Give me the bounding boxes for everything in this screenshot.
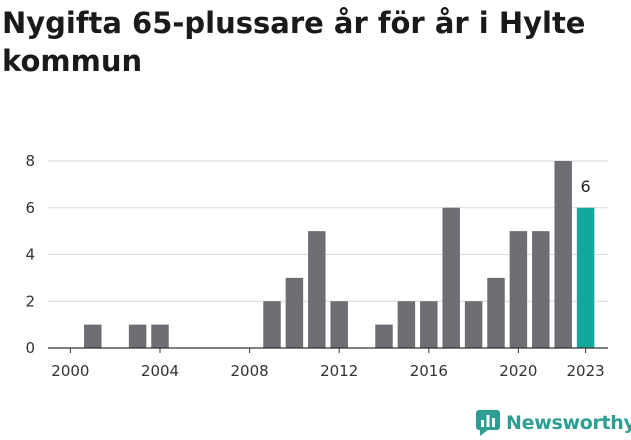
x-tick-label: 2004	[141, 362, 179, 380]
bar-2004	[151, 324, 169, 348]
brand-name: Newsworthy	[506, 412, 631, 434]
x-tick-label: 2000	[51, 362, 89, 380]
y-tick-label: 2	[25, 292, 35, 310]
x-tick-label: 2016	[410, 362, 448, 380]
bar-2001	[84, 324, 102, 348]
y-tick-label: 6	[25, 199, 35, 217]
bar-2012	[330, 301, 348, 348]
bar-2019	[487, 277, 505, 348]
bar-2010	[285, 277, 304, 348]
bar-2018	[464, 301, 483, 348]
x-tick-label: 2020	[499, 362, 537, 380]
newsworthy-logo-icon	[476, 410, 500, 436]
bar-2015	[397, 301, 416, 348]
bar-2022	[554, 161, 572, 348]
bar-2020	[509, 231, 528, 348]
bar-2023	[576, 207, 595, 348]
y-tick-label: 8	[25, 152, 35, 170]
bar-2009	[263, 301, 281, 348]
x-tick-label: 2008	[231, 362, 269, 380]
bar-2021	[532, 231, 550, 348]
bar-2017	[442, 207, 460, 348]
y-tick-label: 4	[25, 246, 35, 264]
chart-title: Nygifta 65-plussare år för år i Hylte ko…	[2, 6, 586, 78]
x-tick-label: 2023	[567, 362, 605, 380]
bar-2014	[375, 324, 393, 348]
bar-2011	[308, 231, 326, 348]
x-tick-label: 2012	[320, 362, 358, 380]
bar-2003	[128, 324, 147, 348]
bar-2016	[420, 301, 438, 348]
data-label-2023: 6	[581, 177, 591, 196]
y-tick-label: 0	[25, 339, 35, 357]
brand-logo: Newsworthy	[476, 408, 631, 438]
